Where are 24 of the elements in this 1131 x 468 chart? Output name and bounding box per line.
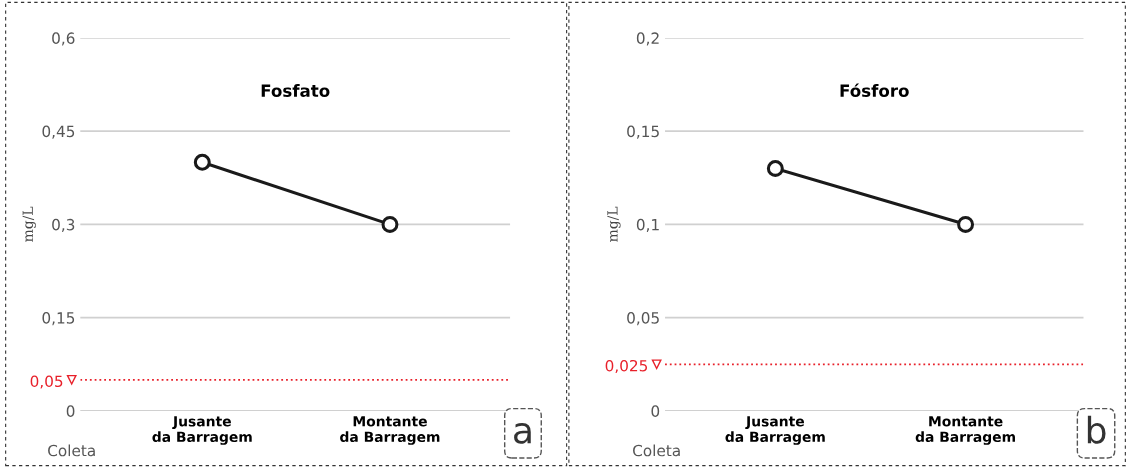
- text: Fosfato: [261, 84, 330, 97]
- x-tick-label: Montante da Barragem: [915, 416, 1015, 445]
- y-tick-label: 0: [651, 405, 660, 417]
- x-tick-label: Jusante da Barragem: [152, 416, 252, 445]
- y-tick-label: 0,3: [52, 218, 75, 232]
- x-axis-title: Coleta: [48, 444, 95, 457]
- y-tick-label: 0,6: [52, 32, 75, 46]
- text: a: [514, 423, 531, 444]
- y-tick-label: 0,15: [42, 312, 75, 326]
- y-tick-label: 0,2: [636, 32, 659, 46]
- text: b: [1087, 415, 1106, 444]
- y-tick-label: 0: [66, 405, 75, 417]
- y-tick-label: 0,05: [627, 312, 659, 326]
- x-tick-label: Jusante da Barragem: [725, 416, 825, 445]
- y-axis-title: mg/L: [22, 206, 36, 242]
- ref-line-label: 0,05: [30, 375, 63, 389]
- y-axis-title: mg/L: [607, 206, 621, 242]
- text: Fósforo: [840, 83, 909, 97]
- ref-line-label: 0,025: [605, 359, 648, 374]
- y-tick-label: 0,15: [627, 125, 659, 139]
- x-axis-title: Coleta: [633, 444, 680, 457]
- y-tick-label: 0,45: [42, 125, 75, 139]
- x-tick-label: Montante da Barragem: [340, 416, 440, 445]
- y-tick-label: 0,1: [636, 218, 659, 232]
